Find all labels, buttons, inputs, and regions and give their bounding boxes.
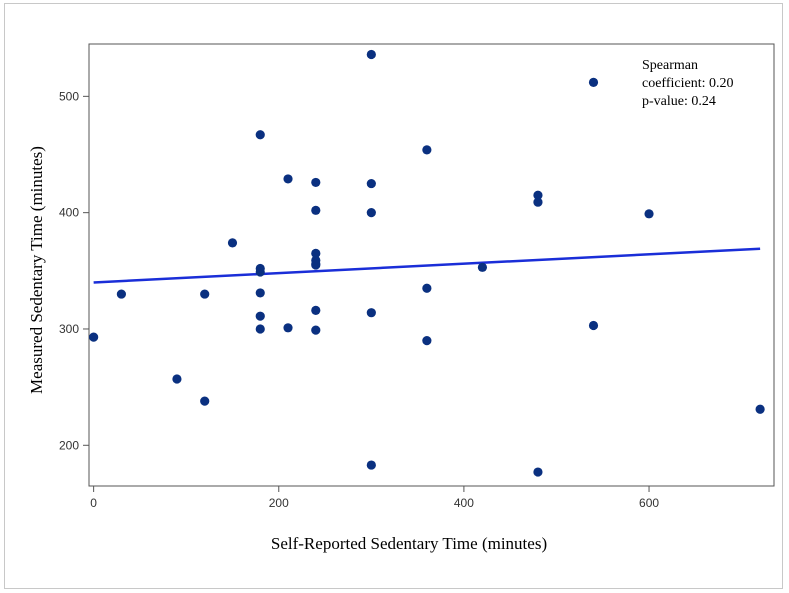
data-point (644, 209, 654, 219)
x-axis-label: Self-Reported Sedentary Time (minutes) (271, 534, 547, 553)
data-point (283, 323, 293, 333)
annotation-line-3: p-value: 0.24 (642, 94, 716, 109)
chart-frame (4, 3, 783, 589)
data-point (533, 197, 543, 207)
data-point (200, 396, 210, 406)
x-tick-label: 200 (269, 496, 289, 510)
data-point (755, 404, 765, 414)
stat-annotation: Spearman coefficient: 0.20 p-value: 0.24 (642, 58, 734, 109)
data-point (283, 174, 293, 184)
annotation-line-1: Spearman (642, 58, 698, 73)
data-point (255, 324, 265, 334)
y-tick-label: 200 (59, 438, 79, 452)
fit-line-layer (93, 247, 761, 284)
data-point (255, 130, 265, 140)
ticks: 0 200 400 600 200 300 400 500 (59, 89, 659, 510)
data-point (311, 259, 321, 269)
data-point (255, 267, 265, 277)
points-layer (89, 49, 765, 477)
data-point (172, 374, 182, 384)
data-point (588, 320, 599, 331)
x-tick-label: 400 (454, 496, 474, 510)
axes (88, 43, 775, 487)
x-tick-label: 600 (639, 496, 659, 510)
y-tick-label: 500 (59, 89, 79, 103)
y-tick-label: 300 (59, 322, 79, 336)
data-point (588, 77, 599, 87)
data-point (311, 248, 321, 258)
data-point (200, 289, 210, 299)
data-point (366, 49, 376, 60)
data-point (422, 336, 432, 346)
annotation-line-2: coefficient: 0.20 (642, 76, 734, 91)
data-point (533, 190, 543, 200)
y-tick-label: 400 (59, 206, 79, 220)
data-point (533, 467, 543, 477)
data-point (422, 145, 432, 155)
data-point (227, 238, 238, 248)
data-point (255, 288, 265, 298)
data-point (366, 460, 376, 470)
data-point (311, 325, 321, 335)
data-point (477, 262, 488, 272)
data-point (311, 305, 321, 315)
plot-area (88, 43, 775, 487)
fit-line (93, 247, 761, 284)
data-point (311, 177, 321, 188)
data-point (311, 205, 321, 215)
data-point (89, 332, 99, 342)
data-point (255, 311, 265, 321)
data-point (366, 208, 376, 218)
data-point (116, 289, 126, 299)
x-tick-label: 0 (90, 496, 97, 510)
data-point (366, 308, 376, 318)
y-axis-label: Measured Sedentary Time (minutes) (27, 146, 46, 394)
data-point (422, 283, 432, 293)
data-point (366, 178, 376, 189)
